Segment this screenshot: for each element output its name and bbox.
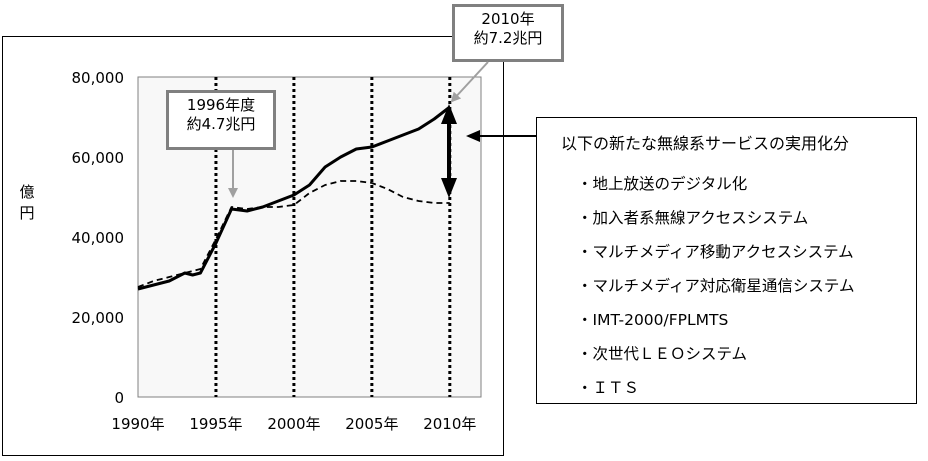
list-item: ・マルチメディア対応衛星通信システム: [577, 277, 855, 295]
annotation-2010-value: 約7.2兆円: [473, 29, 543, 47]
series-solid-line: [137, 105, 451, 291]
list-item: ・地上放送のデジタル化: [577, 175, 748, 193]
y-tick-label: 80,000: [72, 69, 125, 87]
y-tick-label: 40,000: [72, 229, 125, 247]
info-title: 以下の新たな無線系サービスの実用化分: [561, 134, 850, 153]
year-dividers: [214, 77, 452, 397]
annotation-1996: 1996年度 約4.7兆円: [166, 90, 276, 150]
list-item: ・マルチメディア移動アクセスシステム: [577, 243, 854, 261]
series-group: [137, 105, 451, 291]
y-axis-label: 億円: [19, 183, 34, 222]
list-item: ・IMT-2000/FPLMTS: [577, 311, 729, 329]
annotation-2010-year: 2010年: [481, 10, 535, 28]
series-dashed-line: [137, 180, 450, 288]
x-tick-label: 1990年: [111, 415, 164, 433]
annotation-2010: 2010年 約7.2兆円: [452, 4, 564, 62]
y-axis-ticks: 0 20,000 40,000 60,000 80,000: [72, 69, 125, 407]
annotation-1996-year: 1996年度: [186, 96, 256, 114]
x-tick-label: 1995年: [189, 415, 242, 433]
y-tick-label: 60,000: [72, 149, 125, 167]
services-list: ・地上放送のデジタル化 ・加入者系無線アクセスシステム ・マルチメディア移動アク…: [577, 174, 854, 412]
list-item: ・加入者系無線アクセスシステム: [577, 209, 809, 227]
list-item: ・次世代ＬＥＯシステム: [577, 345, 748, 363]
services-info-box: 以下の新たな無線系サービスの実用化分 ・地上放送のデジタル化 ・加入者系無線アク…: [536, 117, 917, 404]
y-tick-label: 0: [114, 389, 124, 407]
x-axis-ticks: 1990年 1995年 2000年 2005年 2010年: [111, 415, 476, 433]
list-item: ・ＩＴＳ: [577, 379, 640, 397]
x-tick-label: 2000年: [267, 415, 320, 433]
annotation-1996-value: 約4.7兆円: [186, 115, 256, 133]
x-tick-label: 2010年: [423, 415, 476, 433]
y-tick-label: 20,000: [72, 309, 125, 327]
x-tick-label: 2005年: [345, 415, 398, 433]
chart-frame: 0 20,000 40,000 60,000 80,000 1990年 1995年 2000…: [2, 36, 504, 456]
line-chart: 0 20,000 40,000 60,000 80,000 1990年 1995年 2000…: [19, 69, 482, 433]
